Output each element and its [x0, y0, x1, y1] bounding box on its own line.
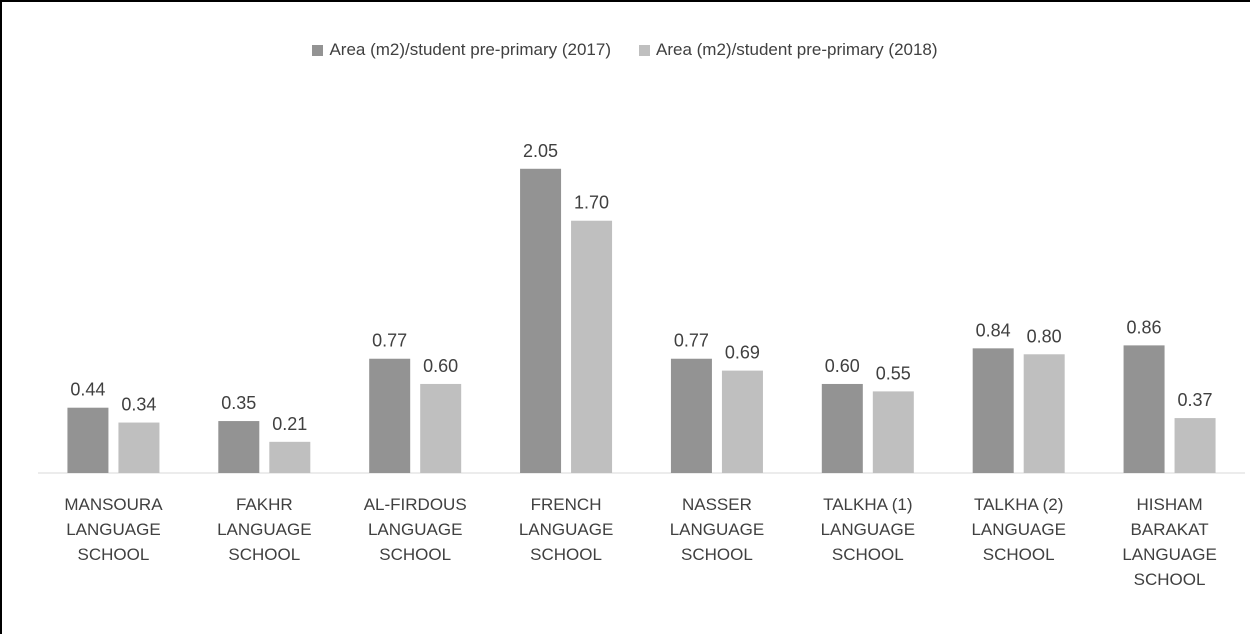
legend: Area (m2)/student pre-primary (2017) Area…: [0, 40, 1250, 60]
data-label: 0.60: [825, 356, 860, 376]
data-label: 0.21: [272, 414, 307, 434]
data-label: 0.60: [423, 356, 458, 376]
data-label: 0.34: [121, 395, 156, 415]
data-label: 0.35: [221, 393, 256, 413]
bar: [520, 168, 562, 473]
legend-swatch: [312, 44, 324, 56]
bar: [821, 383, 863, 473]
x-tick-label: AL-FIRDOUS LANGUAGE SCHOOL: [363, 495, 467, 564]
bar: [369, 358, 411, 473]
data-label: 0.77: [674, 331, 709, 351]
data-label: 0.44: [70, 380, 105, 400]
bar: [972, 348, 1014, 473]
data-label: 0.86: [1127, 317, 1162, 337]
data-label: 0.37: [1178, 390, 1213, 410]
data-label: 0.80: [1027, 326, 1062, 346]
bar: [269, 441, 311, 473]
data-label: 0.55: [876, 363, 911, 383]
bar: [670, 358, 712, 473]
legend-item: Area (m2)/student pre-primary (2017): [312, 40, 611, 60]
bar: [1123, 345, 1165, 473]
x-tick-label: TALKHA (2) LANGUAGE SCHOOL: [971, 495, 1066, 564]
x-tick-label: NASSER LANGUAGE SCHOOL: [669, 495, 765, 564]
bar: [420, 383, 462, 473]
legend-swatch: [639, 44, 650, 56]
bar: [67, 407, 109, 473]
bar: [1174, 418, 1216, 473]
bar: [218, 421, 260, 473]
data-label: 0.77: [372, 331, 407, 351]
data-label: 0.84: [976, 320, 1011, 340]
bar: [1023, 354, 1065, 473]
x-tick-label: HISHAM BARAKAT LANGUAGE SCHOOL: [1122, 495, 1217, 589]
legend-label: Area (m2)/student pre-primary (2018): [656, 40, 938, 59]
bar: [721, 370, 763, 473]
legend-item: Area (m2)/student pre-primary (2018): [639, 40, 938, 60]
data-label: 2.05: [523, 141, 558, 161]
x-tick-label: TALKHA (1) LANGUAGE SCHOOL: [820, 495, 916, 564]
legend-label: Area (m2)/student pre-primary (2017): [329, 40, 611, 59]
x-tick-label: FRENCH LANGUAGE SCHOOL: [518, 495, 614, 564]
x-tick-label: MANSOURA LANGUAGE SCHOOL: [64, 495, 163, 564]
bar: [118, 422, 160, 473]
data-label: 0.69: [725, 343, 760, 363]
x-tick-label: FAKHR LANGUAGE SCHOOL: [217, 495, 312, 564]
data-label: 1.70: [574, 193, 609, 213]
bar: [571, 220, 613, 473]
bar: [872, 391, 914, 473]
